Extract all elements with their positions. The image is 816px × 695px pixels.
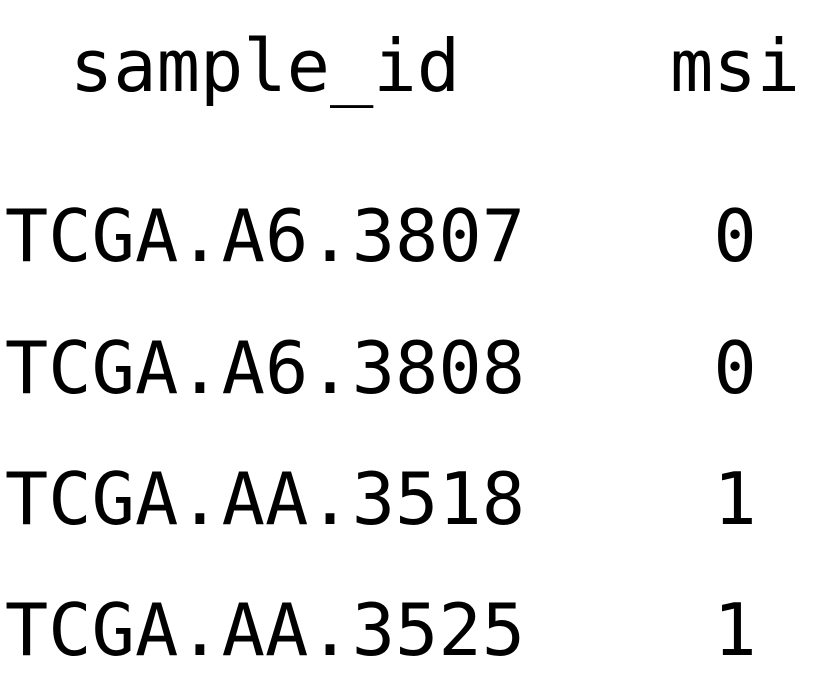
header-msi: msi bbox=[669, 24, 801, 108]
table-cell-sample-id: TCGA.AA.3525 bbox=[4, 588, 526, 672]
table-cell-msi: 1 bbox=[713, 457, 757, 541]
table-cell-sample-id: TCGA.AA.3518 bbox=[4, 457, 526, 541]
table-cell-msi: 0 bbox=[713, 194, 757, 278]
table-cell-sample-id: TCGA.A6.3808 bbox=[4, 326, 526, 410]
header-sample-id: sample_id bbox=[69, 24, 461, 108]
table-cell-msi: 0 bbox=[713, 326, 757, 410]
table-cell-sample-id: TCGA.A6.3807 bbox=[4, 194, 526, 278]
table-cell-msi: 1 bbox=[713, 588, 757, 672]
